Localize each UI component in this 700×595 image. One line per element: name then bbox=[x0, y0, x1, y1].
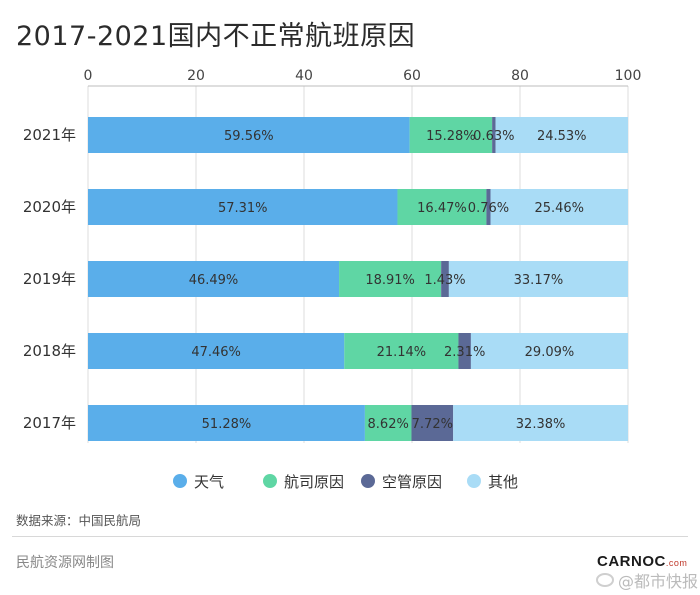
logo-suffix: .com bbox=[665, 558, 688, 568]
legend-marker bbox=[263, 474, 277, 488]
bar-segment bbox=[470, 333, 628, 369]
data-label: 33.17% bbox=[514, 273, 564, 288]
x-tick-label: 0 bbox=[84, 68, 93, 84]
category-label: 2018年 bbox=[23, 342, 76, 360]
category-label: 2020年 bbox=[23, 198, 76, 216]
x-tick-label: 100 bbox=[615, 68, 642, 84]
data-label: 21.14% bbox=[377, 345, 427, 360]
bar-segment bbox=[441, 261, 449, 297]
bar-segment bbox=[88, 189, 398, 225]
chart-title: 2017-2021国内不正常航班原因 bbox=[16, 21, 416, 52]
bar-segment bbox=[492, 117, 496, 153]
data-label: 8.62% bbox=[368, 417, 409, 432]
logo-name: CARNOC bbox=[597, 553, 666, 570]
bar-segment bbox=[495, 117, 628, 153]
data-label: 47.46% bbox=[191, 345, 241, 360]
data-label: 29.09% bbox=[525, 345, 575, 360]
data-label: 25.46% bbox=[534, 201, 584, 216]
data-label: 57.31% bbox=[218, 201, 268, 216]
data-label: 46.49% bbox=[189, 273, 239, 288]
bar-segment bbox=[88, 333, 345, 369]
data-label: 16.47% bbox=[417, 201, 467, 216]
legend-marker bbox=[173, 474, 187, 488]
bar-segment bbox=[411, 405, 454, 441]
data-label: 59.56% bbox=[224, 129, 274, 144]
bar-segment bbox=[409, 117, 493, 153]
footer-divider bbox=[12, 536, 688, 537]
data-label: 18.91% bbox=[365, 273, 415, 288]
data-label: 15.28% bbox=[426, 129, 476, 144]
bar-segment bbox=[453, 405, 628, 441]
data-label: 32.38% bbox=[516, 417, 566, 432]
data-label: 24.53% bbox=[537, 129, 587, 144]
bar-segment bbox=[364, 405, 412, 441]
legend-marker bbox=[361, 474, 375, 488]
bar-segment bbox=[344, 333, 459, 369]
bar-segment bbox=[486, 189, 491, 225]
category-label: 2017年 bbox=[23, 414, 76, 432]
stacked-bar-chart: 0 20 40 60 80 100 2021年 59.56% 15.28%0.63% 24.53%… bbox=[23, 68, 642, 491]
weibo-icon bbox=[596, 573, 614, 587]
data-label: 0.76% bbox=[468, 201, 509, 216]
bar-segment bbox=[339, 261, 442, 297]
legend-label: 其他 bbox=[488, 473, 518, 491]
data-label: 7.72% bbox=[412, 417, 453, 432]
x-tick-label: 40 bbox=[295, 68, 313, 84]
data-label: 2.31% bbox=[444, 345, 485, 360]
x-tick-label: 80 bbox=[511, 68, 529, 84]
bar-segment bbox=[88, 405, 365, 441]
bar-segment bbox=[397, 189, 487, 225]
x-tick-label: 60 bbox=[403, 68, 421, 84]
data-label: 0.63% bbox=[473, 129, 514, 144]
legend-label: 空管原因 bbox=[382, 473, 442, 491]
category-label: 2021年 bbox=[23, 126, 76, 144]
category-label: 2019年 bbox=[23, 270, 76, 288]
carnoc-logo: CARNOC.com bbox=[597, 553, 687, 570]
bar-segment bbox=[448, 261, 628, 297]
watermark-text: @都市快报 bbox=[618, 572, 699, 591]
bar-segment bbox=[88, 117, 410, 153]
data-label: 51.28% bbox=[202, 417, 252, 432]
legend-marker bbox=[467, 474, 481, 488]
data-source-note: 数据来源：中国民航局 bbox=[16, 513, 142, 528]
data-label: 1.43% bbox=[424, 273, 465, 288]
bar-segment bbox=[490, 189, 628, 225]
x-tick-label: 20 bbox=[187, 68, 205, 84]
weibo-watermark: @都市快报 bbox=[596, 568, 698, 592]
chart-maker-credit: 民航资源网制图 bbox=[16, 555, 114, 571]
legend-label: 航司原因 bbox=[284, 473, 344, 491]
bar-segment bbox=[88, 261, 340, 297]
bar-segment bbox=[458, 333, 471, 369]
legend-label: 天气 bbox=[194, 473, 224, 491]
